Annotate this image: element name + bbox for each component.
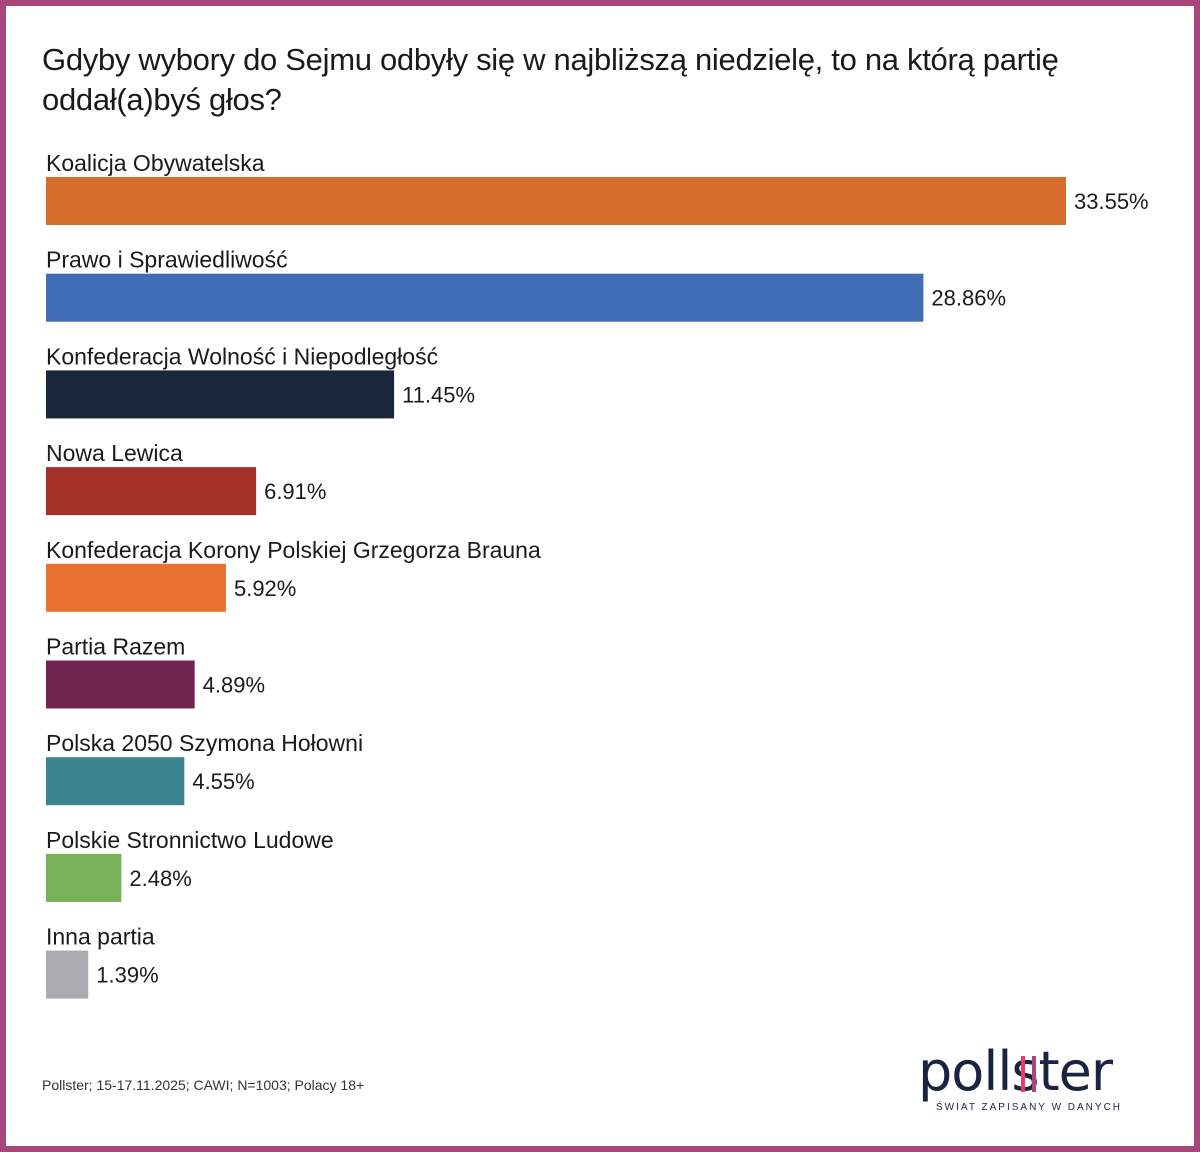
bar [46,273,924,322]
bar [46,757,185,806]
value-label: 6.91% [264,479,326,504]
bar [46,370,395,419]
category-label: Koalicja Obywatelska [46,150,265,176]
pollster-logo: pollster ŚWIAT ZAPISANY W DANYCH [918,1042,1143,1120]
value-label: 11.45% [402,382,475,407]
bar [46,467,257,516]
value-label: 4.89% [203,673,265,698]
category-label: Polskie Stronnictwo Ludowe [46,827,334,853]
category-label: Prawo i Sprawiedliwość [46,247,288,273]
chart-title: Gdyby wybory do Sejmu odbyły się w najbl… [42,42,1059,117]
logo-wordmark: pollster [918,1040,1113,1103]
logo-tagline: ŚWIAT ZAPISANY W DANYCH [936,1102,1123,1113]
bar [46,853,122,902]
category-label: Inna partia [46,924,155,950]
value-label: 2.48% [129,866,191,891]
bar [46,660,195,709]
value-label: 4.55% [192,769,254,794]
category-label: Konfederacja Korony Polskiej Grzegorza B… [46,537,541,563]
logo-accent-bar-2 [1032,1056,1036,1092]
bar [46,563,226,612]
value-label: 28.86% [931,286,1006,311]
category-label: Polska 2050 Szymona Hołowni [46,730,363,756]
value-label: 1.39% [96,963,158,988]
bar [46,950,89,999]
category-label: Partia Razem [46,634,185,660]
source-note: Pollster; 15-17.11.2025; CAWI; N=1003; P… [42,1077,365,1093]
logo-accent-bar-1 [1021,1056,1025,1092]
value-label: 5.92% [234,576,296,601]
bar [46,177,1066,225]
category-label: Konfederacja Wolność i Niepodległość [46,343,438,369]
category-label: Nowa Lewica [46,440,183,466]
value-label: 33.55% [1074,189,1149,214]
